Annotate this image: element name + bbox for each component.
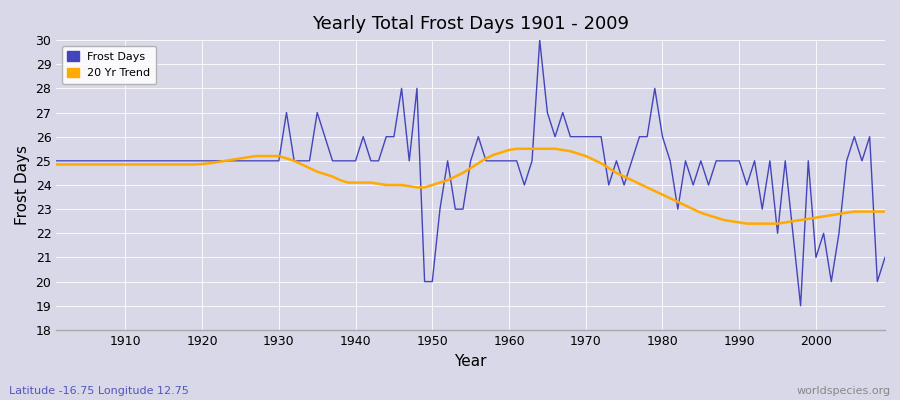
Text: worldspecies.org: worldspecies.org (796, 386, 891, 396)
X-axis label: Year: Year (454, 354, 487, 369)
Y-axis label: Frost Days: Frost Days (15, 145, 30, 225)
Legend: Frost Days, 20 Yr Trend: Frost Days, 20 Yr Trend (62, 46, 156, 84)
Text: Latitude -16.75 Longitude 12.75: Latitude -16.75 Longitude 12.75 (9, 386, 189, 396)
Title: Yearly Total Frost Days 1901 - 2009: Yearly Total Frost Days 1901 - 2009 (312, 15, 629, 33)
